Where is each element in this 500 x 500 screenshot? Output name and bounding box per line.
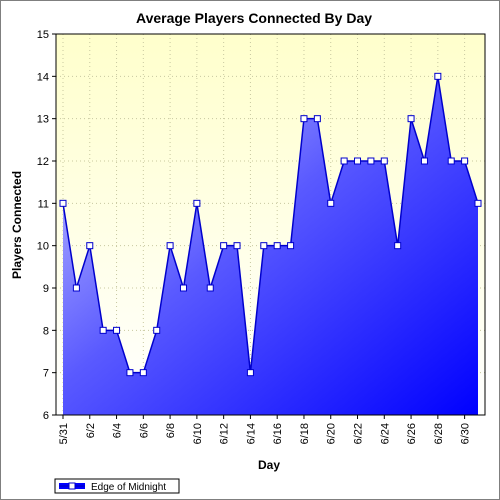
data-points (59, 72, 482, 377)
data-point (166, 242, 174, 250)
data-point (354, 157, 362, 165)
x-tick-label: 6/16 (272, 423, 284, 444)
y-tick-label: 14 (37, 71, 49, 83)
data-point (447, 157, 455, 165)
plot-border (55, 33, 486, 416)
x-tick-label: 6/4 (112, 423, 124, 438)
data-point (206, 284, 214, 292)
data-point (340, 157, 348, 165)
data-point (407, 115, 415, 123)
data-point (246, 369, 254, 377)
data-point (461, 157, 469, 165)
data-point (193, 199, 201, 207)
data-point (394, 242, 402, 250)
x-axis-label: Day (258, 458, 280, 472)
data-point (86, 242, 94, 250)
data-point (99, 326, 107, 334)
data-point (59, 199, 67, 207)
x-tick-label: 6/8 (165, 423, 177, 438)
y-axis-label: Players Connected (10, 171, 24, 279)
data-point (233, 242, 241, 250)
y-tick-label: 10 (37, 241, 49, 253)
y-tick-label: 7 (43, 368, 49, 380)
x-tick-label: 6/10 (192, 423, 204, 444)
y-tick-label: 11 (38, 198, 49, 210)
legend-marker (68, 482, 76, 490)
data-point (153, 326, 161, 334)
data-point (300, 115, 308, 123)
x-tick-label: 6/18 (299, 423, 311, 444)
data-point (313, 115, 321, 123)
x-tick-label: 6/2 (85, 423, 97, 438)
x-tick-label: 5/31 (58, 423, 70, 444)
y-tick-label: 13 (37, 114, 49, 126)
data-point (367, 157, 375, 165)
data-point (420, 157, 428, 165)
legend-label: Edge of Midnight (91, 482, 166, 493)
data-point (220, 242, 228, 250)
x-tick-label: 6/20 (326, 423, 338, 444)
data-point (287, 242, 295, 250)
x-tick-label: 6/14 (245, 423, 257, 444)
data-point (434, 72, 442, 80)
x-tick-label: 6/12 (219, 423, 231, 444)
y-tick-label: 9 (43, 283, 49, 295)
legend: Edge of Midnight (54, 478, 180, 494)
data-point (113, 326, 121, 334)
x-tick-label: 6/24 (379, 423, 391, 444)
data-point (179, 284, 187, 292)
data-point (474, 199, 482, 207)
y-tick-label: 15 (37, 29, 49, 41)
data-point (72, 284, 80, 292)
chart-title: Average Players Connected By Day (136, 10, 372, 26)
x-tick-label: 6/26 (406, 423, 418, 444)
y-axis: 6 7 8 9 10 11 12 13 14 15 (37, 29, 56, 422)
data-point (380, 157, 388, 165)
data-point (139, 369, 147, 377)
y-tick-label: 8 (43, 325, 49, 337)
data-point (126, 369, 134, 377)
y-tick-label: 6 (43, 410, 49, 422)
legend-box (54, 478, 180, 494)
data-point (327, 199, 335, 207)
data-point (260, 242, 268, 250)
x-axis: 5/31 6/2 6/4 6/6 6/8 6/10 6/12 6/14 6/16 6/18 6/20… (58, 415, 472, 444)
y-tick-label: 12 (37, 156, 49, 168)
x-tick-label: 6/30 (460, 423, 472, 444)
x-tick-label: 6/6 (138, 423, 150, 438)
data-point (273, 242, 281, 250)
x-tick-label: 6/28 (433, 423, 445, 444)
x-tick-label: 6/22 (353, 423, 365, 444)
